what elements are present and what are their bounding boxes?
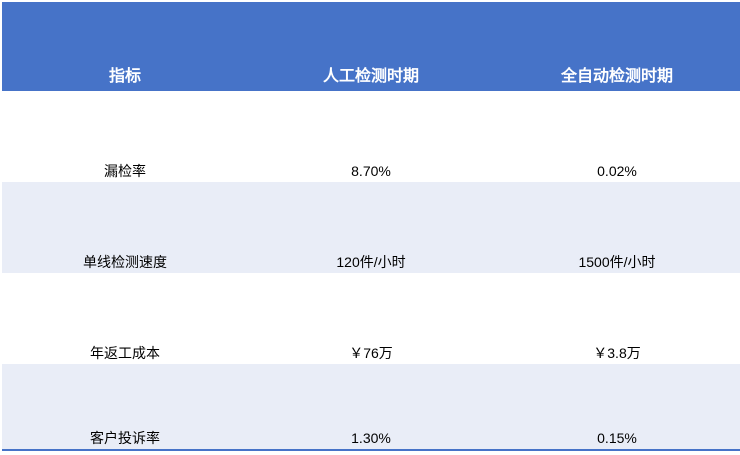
cell-indicator-rework-cost: 年返工成本 bbox=[90, 344, 160, 361]
cell-auto-line-speed: 1500件/小时 bbox=[578, 253, 656, 270]
header-cell-indicator: 指标 bbox=[108, 67, 141, 85]
cell-manual-miss-rate: 8.70% bbox=[351, 162, 391, 179]
header-cell-manual-period: 人工检测时期 bbox=[322, 67, 419, 85]
table-row: 年返工成本 ￥76万 ￥3.8万 bbox=[2, 273, 740, 364]
table-row: 单线检测速度 120件/小时 1500件/小时 bbox=[2, 182, 740, 273]
cell-indicator-miss-rate: 漏检率 bbox=[104, 162, 146, 179]
table-row: 客户投诉率 1.30% 0.15% bbox=[2, 364, 740, 449]
table-bottom-border bbox=[2, 449, 740, 451]
cell-auto-rework-cost: ￥3.8万 bbox=[593, 344, 641, 361]
cell-auto-miss-rate: 0.02% bbox=[597, 162, 637, 179]
cell-auto-complaint-rate: 0.15% bbox=[597, 429, 637, 446]
table-row: 漏检率 8.70% 0.02% bbox=[2, 91, 740, 182]
cell-manual-rework-cost: ￥76万 bbox=[349, 344, 393, 361]
cell-indicator-line-speed: 单线检测速度 bbox=[83, 253, 167, 270]
cell-manual-complaint-rate: 1.30% bbox=[351, 429, 391, 446]
header-cell-auto-period: 全自动检测时期 bbox=[560, 67, 673, 85]
cell-indicator-complaint-rate: 客户投诉率 bbox=[90, 429, 160, 446]
table-header-row: 指标 人工检测时期 全自动检测时期 bbox=[2, 2, 740, 91]
cell-manual-line-speed: 120件/小时 bbox=[336, 253, 406, 270]
